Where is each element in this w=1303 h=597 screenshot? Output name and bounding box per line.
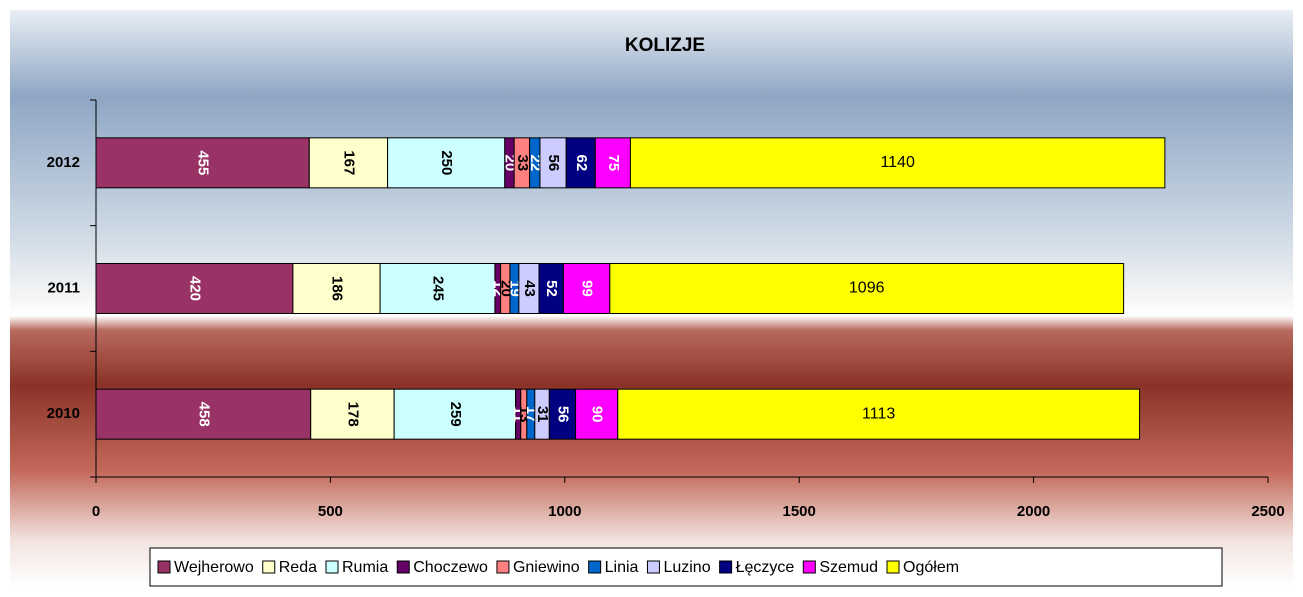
bar-segment xyxy=(629,137,1166,189)
legend-label: Linia xyxy=(605,559,639,576)
x-tick-label: 1000 xyxy=(548,503,581,520)
data-label: 56 xyxy=(554,406,571,423)
legend-label: Gniewino xyxy=(513,559,580,576)
data-label: 245 xyxy=(430,276,447,301)
data-label: 1113 xyxy=(862,405,895,422)
data-label: 1140 xyxy=(880,154,915,171)
bar-segment xyxy=(609,263,1125,314)
legend-label: Luzino xyxy=(663,559,710,576)
legend-swatch xyxy=(588,560,602,574)
data-label: 186 xyxy=(329,276,346,301)
x-tick-label: 2500 xyxy=(1251,503,1284,520)
legend-label: Wejherowo xyxy=(174,559,254,576)
bar-segment xyxy=(387,137,506,189)
legend-swatch xyxy=(886,560,900,574)
legend-swatch xyxy=(262,560,276,574)
legend-label: Szemud xyxy=(819,559,878,576)
x-tick-label: 2000 xyxy=(1017,503,1050,520)
legend-swatch xyxy=(396,560,410,574)
chart-title: KOLIZJE xyxy=(625,35,705,56)
bar-segment xyxy=(617,388,1141,440)
y-tick-label: 2012 xyxy=(47,154,80,171)
legend-swatch xyxy=(646,560,660,574)
bar-segment xyxy=(308,137,389,189)
data-label: 178 xyxy=(344,402,361,427)
data-label: 31 xyxy=(534,406,551,423)
data-label: 56 xyxy=(545,154,562,171)
data-label: 99 xyxy=(579,280,596,297)
bar-segment xyxy=(379,263,496,314)
legend-swatch xyxy=(496,560,510,574)
bar-segment xyxy=(95,263,294,314)
data-label: 33 xyxy=(514,154,531,171)
data-label: 75 xyxy=(605,154,622,171)
legend-label: Choczewo xyxy=(413,559,488,576)
data-label: 455 xyxy=(195,150,212,175)
x-tick-label: 1500 xyxy=(783,503,816,520)
legend-swatch xyxy=(802,560,816,574)
x-tick-label: 0 xyxy=(92,503,100,520)
data-label: 62 xyxy=(573,154,590,171)
bar-segment xyxy=(95,388,312,440)
bar-segment xyxy=(538,263,564,314)
legend-label: Rumia xyxy=(342,559,388,576)
x-tick-label: 500 xyxy=(318,503,343,520)
legend-label: Łęczyce xyxy=(736,559,795,576)
data-label: 458 xyxy=(195,402,212,427)
bar-segment xyxy=(594,137,631,189)
bar-segment xyxy=(562,263,611,314)
data-label: 259 xyxy=(447,402,464,427)
data-label: 90 xyxy=(589,406,606,423)
data-label: 167 xyxy=(340,150,357,175)
bar-segment xyxy=(539,137,567,189)
y-tick-label: 2011 xyxy=(47,279,80,296)
legend-label: Reda xyxy=(279,559,317,576)
bar-segment xyxy=(393,388,517,440)
legend-swatch xyxy=(325,560,339,574)
bar-segment xyxy=(310,388,395,440)
bar-segment xyxy=(292,263,381,314)
data-label: 1096 xyxy=(849,280,885,297)
legend-swatch xyxy=(157,560,171,574)
data-label: 52 xyxy=(543,280,560,297)
data-label: 250 xyxy=(438,150,455,175)
bar-segment xyxy=(548,388,577,440)
data-label: 420 xyxy=(186,276,203,301)
legend-swatch xyxy=(719,560,733,574)
y-tick-label: 2010 xyxy=(47,405,80,422)
legend-label: Ogółem xyxy=(903,559,959,576)
bar-segment xyxy=(95,137,310,189)
data-label: 43 xyxy=(521,280,538,297)
